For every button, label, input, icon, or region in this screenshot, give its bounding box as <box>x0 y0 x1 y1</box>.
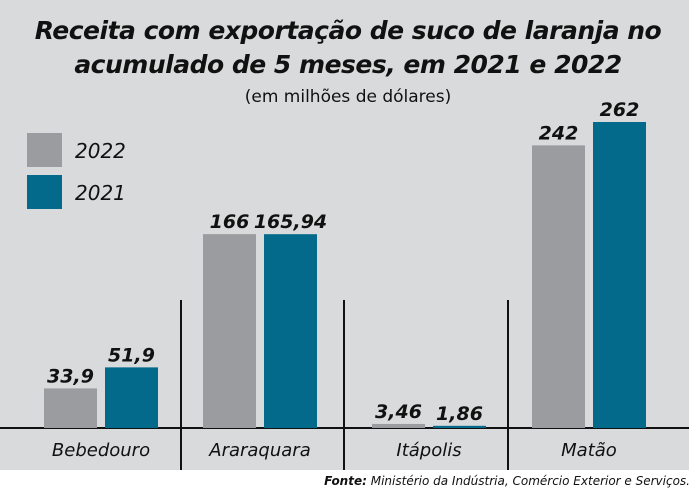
bar-2022-0 <box>44 388 97 428</box>
category-label: Itápolis <box>396 440 461 461</box>
legend-label-2022: 2022 <box>75 139 126 163</box>
source-note: Fonte: Ministério da Indústria, Comércio… <box>324 474 690 488</box>
chart-subtitle: (em milhões de dólares) <box>244 87 452 107</box>
bar-2022-3 <box>532 145 585 429</box>
source-text: Ministério da Indústria, Comércio Exteri… <box>370 474 690 488</box>
data-label: 262 <box>600 99 640 121</box>
data-label: 242 <box>539 122 579 144</box>
category-label: Araraquara <box>208 440 310 461</box>
legend-swatch-2021 <box>27 175 62 209</box>
chart-title-line-1: Receita com exportação de suco de laranj… <box>34 16 662 45</box>
chart-title-line-2: acumulado de 5 meses, em 2021 e 2022 <box>74 50 622 79</box>
bar-2021-2 <box>433 425 486 428</box>
category-label: Bebedouro <box>52 440 150 461</box>
bar-2022-2 <box>372 423 425 428</box>
legend-label-2021: 2021 <box>75 181 126 205</box>
data-label: 165,94 <box>254 211 327 233</box>
legend-swatch-2022 <box>27 133 62 167</box>
category-label: Matão <box>561 440 617 461</box>
data-label: 3,46 <box>375 401 422 423</box>
data-label: 51,9 <box>108 344 155 366</box>
data-label: 33,9 <box>47 365 94 387</box>
data-label: 166 <box>210 211 250 233</box>
bar-2021-0 <box>105 367 158 428</box>
bar-2021-1 <box>264 234 317 428</box>
bar-2021-3 <box>593 122 646 428</box>
bar-2022-1 <box>203 234 256 428</box>
source-label: Fonte: <box>324 474 367 488</box>
data-label: 1,86 <box>436 403 483 425</box>
